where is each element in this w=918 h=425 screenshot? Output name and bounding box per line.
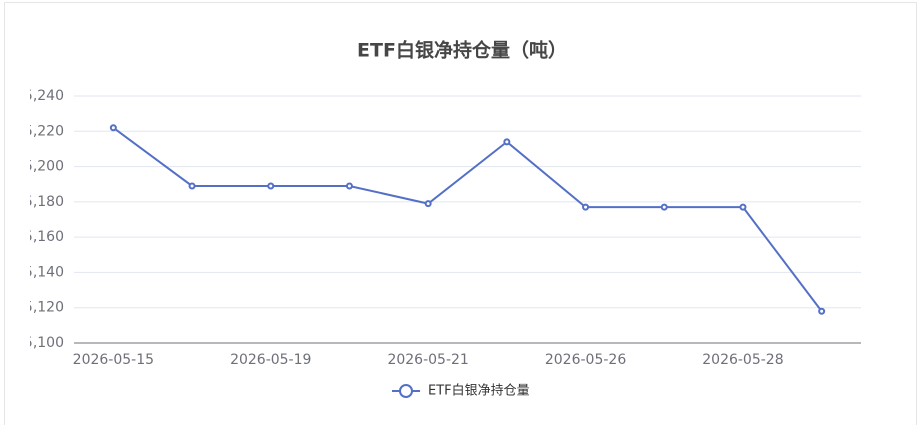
point bbox=[818, 307, 826, 315]
x-tick-label: 2026-05-19 bbox=[230, 352, 311, 368]
y-tick-label: 15,140 bbox=[15, 264, 64, 280]
legend-label: ETF白银净持仓量 bbox=[428, 383, 530, 399]
point bbox=[739, 203, 747, 211]
y-labels: 15,100 15,120 15,140 15,160 15,180 15,200 15,2… bbox=[15, 88, 64, 351]
point bbox=[188, 182, 196, 190]
y-tick-label: 15,100 bbox=[15, 335, 64, 351]
point bbox=[109, 124, 117, 132]
frame bbox=[4, 2, 917, 425]
point bbox=[267, 182, 275, 190]
point bbox=[582, 203, 590, 211]
series-line bbox=[112, 126, 823, 312]
x-tick-label: 2026-05-28 bbox=[702, 352, 783, 368]
y-tick-label: 15,160 bbox=[15, 229, 64, 245]
y-tick-label: 15,120 bbox=[15, 300, 64, 316]
legend-marker bbox=[399, 384, 413, 398]
y-tick-label: 15,240 bbox=[15, 88, 64, 104]
x-tick-label: 2026-05-21 bbox=[387, 352, 468, 368]
y-tick-label: 15,200 bbox=[15, 159, 64, 175]
y-tick-label: 15,180 bbox=[15, 194, 64, 210]
point bbox=[503, 138, 511, 146]
x-tick-label: 2026-05-15 bbox=[73, 352, 154, 368]
point bbox=[345, 182, 353, 190]
point bbox=[660, 203, 668, 211]
chart-title: ETF白银净持仓量（吨） bbox=[357, 39, 567, 62]
y-tick-label: 15,220 bbox=[15, 123, 64, 139]
point bbox=[424, 200, 432, 208]
x-tick-label: 2026-05-26 bbox=[545, 352, 626, 368]
